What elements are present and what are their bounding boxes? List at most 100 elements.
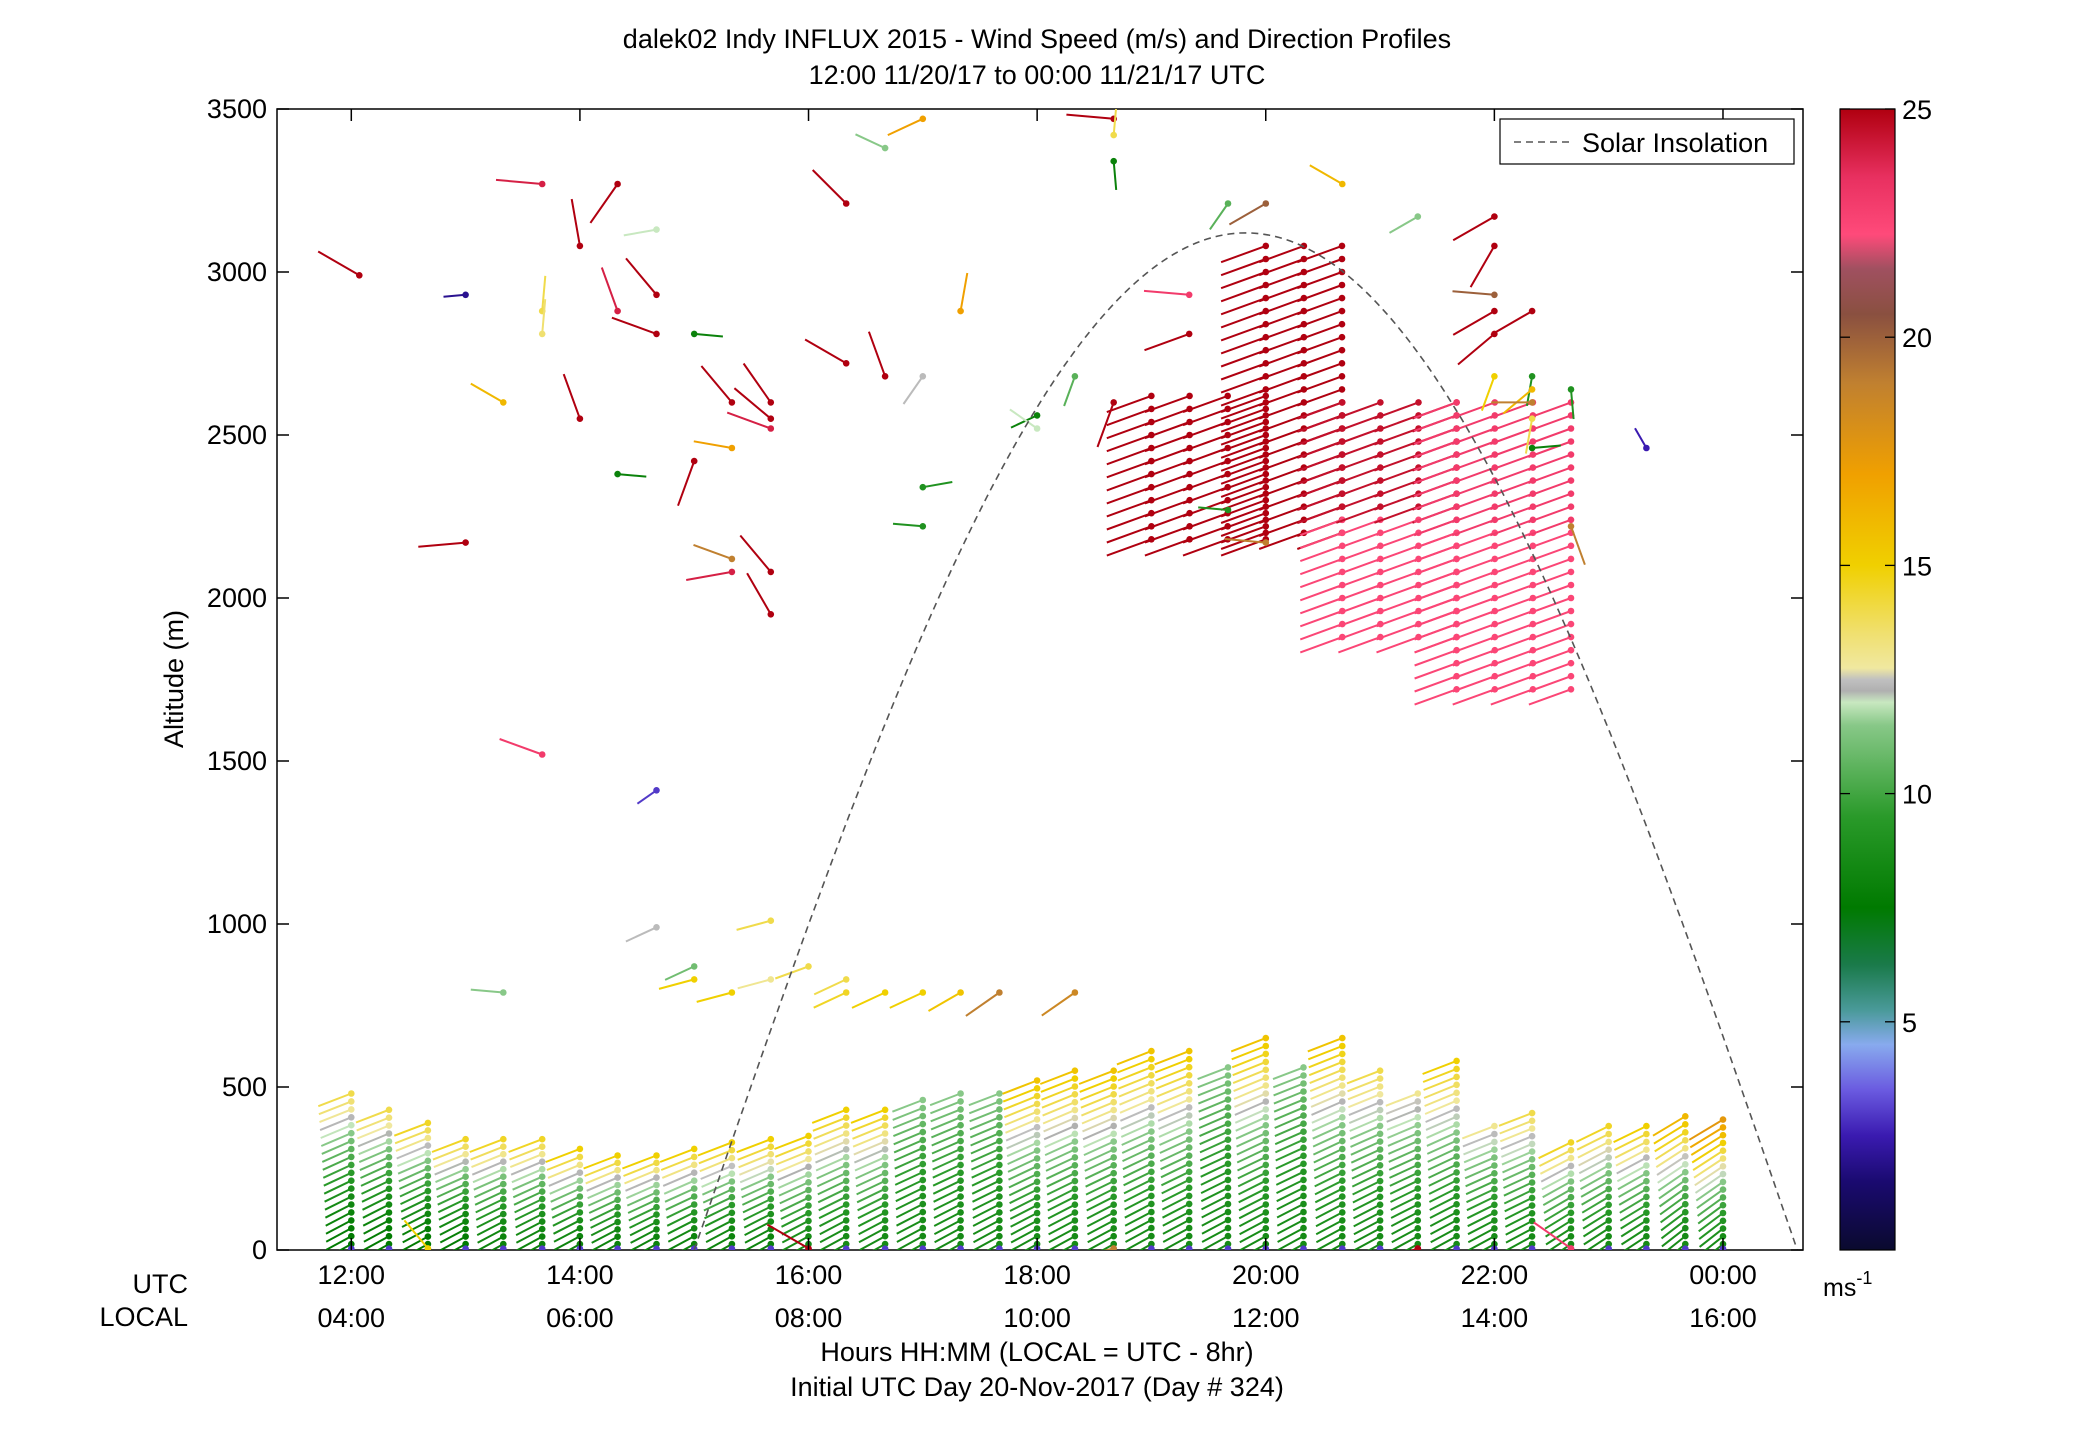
point-29-dot [842,360,850,367]
chart-subtitle: 12:00 11/20/17 to 00:00 11/21/17 UTC [809,60,1266,90]
profile-27-barb-10-line [1351,1164,1381,1180]
jet-1-t0-a2760-line [1220,349,1267,368]
profile-17-barb-12-dot [996,1145,1003,1153]
profile-5-barb-1-dot [538,1233,546,1240]
profile-6-barb-7-dot [576,1185,584,1192]
profile-0-barb-2-line [325,1227,352,1243]
profile-20-barb-4-dot [1110,1209,1117,1216]
profile-23-barb-5-dot [1224,1200,1232,1208]
point-20-dot [462,539,469,546]
profile-31-barb-1-dot [1528,1233,1536,1240]
profile-26-barb-23-line [1308,1060,1343,1077]
profile-0-barb-2-dot [348,1225,355,1232]
profile-33-barb-6-dot [1605,1193,1612,1201]
profile-15-barb-12-line [893,1147,924,1162]
profile-12-barb-9-line [778,1173,809,1189]
profile-4-barb-4-dot [500,1210,507,1218]
jet-1-t0-a2600-line [1220,401,1267,420]
profile-26-barb-2-dot [1339,1225,1346,1232]
profile-21-barb-3-dot [1148,1216,1155,1224]
profile-21-barb-23-dot [1148,1055,1155,1063]
profile-29-barb-9-dot [1453,1169,1460,1176]
profile-35-barb-10-dot [1682,1161,1689,1168]
profile-23-barb-8-line [1200,1179,1229,1194]
profile-15-barb-0-dot [919,1240,927,1248]
profile-17-barb-0-dot [996,1240,1003,1248]
profile-14-barb-17-dot [881,1106,889,1114]
profile-24-barb-9-dot [1262,1169,1270,1177]
jet-1-t2-a2680-line [1296,375,1343,394]
profile-24-barb-22-line [1232,1068,1267,1085]
profile-18-barb-19-line [1003,1095,1038,1111]
profile-5-barb-14-line [508,1138,543,1153]
profile-3-barb-12-line [433,1153,466,1169]
profile-27-barb-1-dot [1376,1232,1384,1240]
profile-31-barb-15-dot [1528,1125,1536,1132]
profile-15-barb-6-line [895,1195,924,1211]
profile-26-barb-3-dot [1339,1217,1346,1224]
profile-15-barb-2-dot [919,1224,927,1232]
profile-28-barb-10-line [1389,1163,1419,1179]
chart-title: dalek02 Indy INFLUX 2015 - Wind Speed (m… [623,24,1451,54]
profile-14-barb-5-dot [881,1201,889,1208]
x-tick-label-utc-22:00: 22:00 [1461,1260,1529,1290]
profile-4-barb-1-line [477,1235,504,1250]
profile-7-barb-4-dot [614,1211,621,1218]
profile-22-barb-16-line [1158,1114,1190,1130]
x-tick-label-utc-12:00: 12:00 [318,1260,386,1290]
profile-30-barb-10-dot [1491,1162,1498,1169]
profile-23-barb-9-dot [1224,1168,1232,1176]
point-12-line [694,332,723,338]
profile-23-surface-line [1226,1248,1229,1250]
jet-3-t0-a2080-line [1414,570,1457,589]
profile-0-barb-11-line [322,1155,352,1171]
profile-8-barb-1-dot [653,1233,660,1240]
jet-2-t1-a2240-line [1338,518,1381,537]
profile-8-barb-10-line [624,1169,657,1185]
jet-3-t2-a2240-line [1489,518,1534,537]
profile-20-barb-7-line [1085,1188,1115,1204]
jet-3-t1-a2520-line [1451,427,1496,445]
profile-20-barb-15-dot [1110,1122,1117,1130]
profile-17-barb-0-line [986,1243,1000,1250]
profile-18-barb-19-dot [1033,1092,1041,1100]
point-3-dot [576,242,584,250]
point-34-line [855,133,886,150]
jet-2-t0-a2000-line [1299,597,1343,615]
jet-2-t2-a2600-line [1374,401,1419,420]
profile-26-barb-25-dot [1339,1042,1346,1050]
point-83-line [1410,1247,1419,1250]
point-84-line [1533,1221,1572,1250]
profile-29-barb-1-line [1430,1235,1458,1250]
profile-35-barb-16-line [1652,1115,1686,1137]
profile-29-barb-22-line [1422,1067,1457,1083]
profile-2-barb-6-dot [424,1195,432,1202]
profile-15-barb-16-line [892,1115,924,1129]
point-81-dot [1071,989,1079,996]
profile-35-barb-5-line [1660,1203,1686,1224]
profile-30-barb-5-dot [1491,1201,1498,1209]
jet-0-t2-a2260-line [1182,512,1229,531]
profile-12-barb-9-dot [805,1171,812,1178]
profile-18-barb-17-line [1004,1110,1038,1126]
profile-15-barb-17-line [892,1107,924,1121]
profile-22-barb-9-line [1160,1170,1190,1187]
profile-24-barb-19-line [1234,1092,1267,1108]
profile-3-barb-14-dot [462,1135,469,1143]
profile-19-barb-19-dot [1071,1091,1079,1098]
profile-18-barb-4-dot [1033,1209,1041,1217]
profile-29-barb-2-line [1430,1227,1458,1244]
profile-12-barb-7-dot [805,1186,812,1194]
profile-16-barb-5-line [933,1203,962,1219]
profile-22-barb-6-dot [1185,1192,1193,1200]
profile-32-barb-4-line [1544,1211,1572,1230]
jet-3-t2-a1880-line [1490,636,1534,654]
profile-23-barb-15-line [1199,1122,1229,1138]
profile-4-barb-12-line [471,1153,504,1169]
profile-25-barb-0-dot [1300,1240,1307,1248]
profile-16-barb-19-line [929,1092,961,1107]
point-58-dot [1528,415,1536,423]
jet-2-t0-a2360-line [1297,479,1343,498]
profile-34-barb-11-dot [1643,1154,1650,1161]
jet-3-t3-a2200-line [1528,531,1572,550]
